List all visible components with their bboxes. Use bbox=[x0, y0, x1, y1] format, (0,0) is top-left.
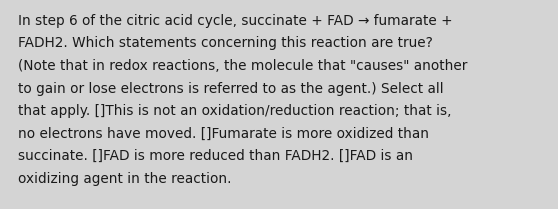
Text: (Note that in redox reactions, the molecule that "causes" another: (Note that in redox reactions, the molec… bbox=[18, 59, 468, 73]
Text: to gain or lose electrons is referred to as the agent.) Select all: to gain or lose electrons is referred to… bbox=[18, 82, 444, 96]
Text: In step 6 of the citric acid cycle, succinate + FAD → fumarate +: In step 6 of the citric acid cycle, succ… bbox=[18, 14, 453, 28]
Text: oxidizing agent in the reaction.: oxidizing agent in the reaction. bbox=[18, 172, 232, 186]
Text: that apply. []This is not an oxidation/reduction reaction; that is,: that apply. []This is not an oxidation/r… bbox=[18, 104, 451, 118]
Text: FADH2. Which statements concerning this reaction are true?: FADH2. Which statements concerning this … bbox=[18, 37, 433, 51]
Text: no electrons have moved. []Fumarate is more oxidized than: no electrons have moved. []Fumarate is m… bbox=[18, 126, 429, 140]
Text: succinate. []FAD is more reduced than FADH2. []FAD is an: succinate. []FAD is more reduced than FA… bbox=[18, 149, 413, 163]
